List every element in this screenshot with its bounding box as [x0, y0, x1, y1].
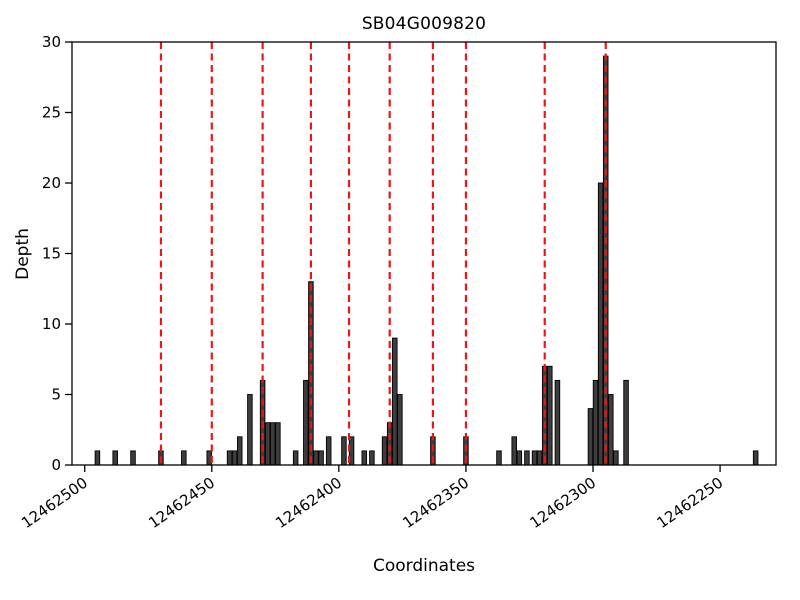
depth-bar — [94, 450, 101, 466]
y-tick-label: 10 — [42, 315, 61, 333]
depth-bar — [325, 436, 332, 466]
depth-bar — [264, 422, 271, 466]
depth-bar — [531, 450, 538, 466]
depth-bar — [496, 450, 502, 466]
depth-bar — [381, 436, 388, 466]
depth-bar — [524, 450, 530, 466]
depth-bar — [361, 450, 368, 466]
depth-bar — [270, 422, 276, 466]
x-tick-label: 12462400 — [272, 474, 345, 533]
x-axis-label: Coordinates — [372, 556, 476, 576]
depth-bar — [587, 408, 594, 466]
depth-bar — [303, 379, 309, 466]
depth-bar — [592, 379, 599, 466]
x-tick-label: 12462450 — [145, 474, 218, 533]
depth-bar — [554, 379, 561, 466]
depth-bar — [112, 450, 118, 466]
depth-bar — [226, 450, 233, 466]
depth-bar — [369, 450, 375, 466]
depth-bar — [231, 450, 238, 466]
y-tick-label: 25 — [42, 104, 61, 122]
y-tick-label: 30 — [42, 33, 61, 51]
depth-bar — [547, 365, 553, 466]
depth-bar — [292, 450, 299, 466]
y-tick-label: 20 — [42, 174, 61, 192]
depth-bar — [613, 450, 619, 466]
depth-bar — [318, 450, 324, 466]
depth-bar — [597, 182, 604, 466]
depth-bar — [623, 379, 629, 466]
depth-bar — [608, 394, 614, 466]
depth-bar — [247, 394, 253, 466]
depth-bar — [130, 450, 136, 466]
depth-bar — [181, 450, 187, 466]
depth-bar — [392, 337, 398, 466]
depth-bar — [511, 436, 517, 466]
y-tick-label: 15 — [42, 245, 61, 263]
axis-frame — [71, 41, 777, 466]
x-tick-label: 12462350 — [399, 474, 472, 533]
depth-bar — [341, 436, 347, 466]
depth-bar — [313, 450, 319, 466]
depth-bar — [275, 422, 281, 466]
depth-bar — [536, 450, 543, 466]
x-tick-label: 12462500 — [18, 474, 91, 533]
depth-bar — [752, 450, 759, 466]
x-tick-label: 12462250 — [654, 474, 727, 533]
depth-bar — [236, 436, 243, 466]
x-tick-label: 12462300 — [526, 474, 599, 533]
depth-bar — [397, 394, 403, 466]
depth-bar — [516, 450, 523, 466]
y-tick-label: 0 — [51, 456, 61, 474]
y-tick-label: 5 — [51, 386, 61, 404]
chart-title: SB04G009820 — [361, 14, 487, 34]
